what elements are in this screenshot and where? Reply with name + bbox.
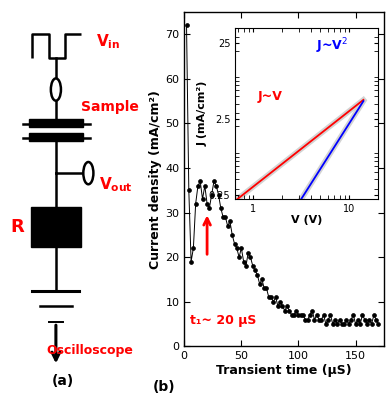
Circle shape — [51, 78, 61, 101]
Text: $\mathbf{V_{out}}$: $\mathbf{V_{out}}$ — [99, 176, 133, 194]
Y-axis label: Current density (mA/cm²): Current density (mA/cm²) — [149, 90, 162, 269]
Circle shape — [83, 162, 93, 184]
X-axis label: V (V): V (V) — [291, 215, 323, 225]
Y-axis label: J (mA/cm²): J (mA/cm²) — [197, 81, 207, 146]
Text: $\mathbf{V_{in}}$: $\mathbf{V_{in}}$ — [96, 33, 120, 51]
Text: J~V$^2$: J~V$^2$ — [316, 37, 348, 57]
Bar — [29, 133, 83, 141]
Text: Sample: Sample — [81, 100, 139, 115]
Bar — [29, 119, 83, 127]
Text: Oscilloscope: Oscilloscope — [47, 344, 134, 357]
X-axis label: Transient time (μS): Transient time (μS) — [216, 364, 352, 377]
Text: t₁~ 20 μS: t₁~ 20 μS — [190, 314, 256, 327]
Text: (b): (b) — [152, 380, 175, 394]
Text: R: R — [11, 218, 25, 236]
Text: (a): (a) — [52, 374, 74, 388]
Bar — [31, 207, 81, 247]
Text: J~V: J~V — [257, 90, 282, 103]
